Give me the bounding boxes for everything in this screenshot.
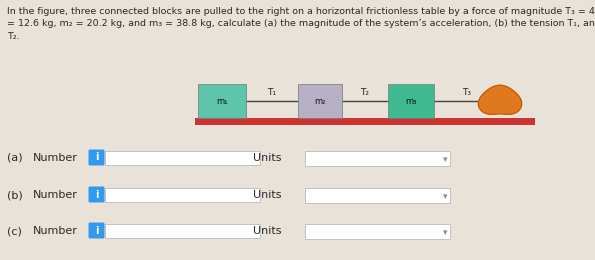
Text: m₂: m₂ [314, 96, 325, 106]
Text: Units: Units [253, 153, 281, 163]
Bar [198, 84, 246, 118]
Text: T₂: T₂ [361, 88, 369, 97]
Text: In the figure, three connected blocks are pulled to the right on a horizontal fr: In the figure, three connected blocks ar… [7, 7, 595, 16]
Text: ▾: ▾ [443, 192, 447, 201]
Bar [105, 151, 260, 165]
Text: i: i [95, 225, 98, 236]
Bar [305, 151, 450, 166]
Text: ▾: ▾ [443, 228, 447, 237]
Text: T₃: T₃ [462, 88, 471, 97]
FancyBboxPatch shape [89, 186, 105, 203]
FancyBboxPatch shape [89, 223, 105, 238]
Text: Number: Number [33, 226, 78, 236]
Bar [305, 188, 450, 203]
Bar [105, 188, 260, 202]
Text: i: i [95, 190, 98, 199]
Bar [195, 118, 535, 125]
Text: T₂.: T₂. [7, 32, 20, 41]
Text: (a): (a) [7, 153, 23, 163]
Polygon shape [478, 85, 522, 114]
Text: (c): (c) [7, 226, 22, 236]
Text: Units: Units [253, 226, 281, 236]
Text: = 12.6 kg, m₂ = 20.2 kg, and m₃ = 38.8 kg, calculate (a) the magnitude of the sy: = 12.6 kg, m₂ = 20.2 kg, and m₃ = 38.8 k… [7, 20, 595, 29]
FancyBboxPatch shape [89, 150, 105, 166]
Text: m₃: m₃ [405, 96, 416, 106]
Text: (b): (b) [7, 190, 23, 200]
Text: Units: Units [253, 190, 281, 200]
Text: i: i [95, 153, 98, 162]
Text: T₁: T₁ [268, 88, 277, 97]
Text: m₁: m₁ [216, 96, 228, 106]
Text: Number: Number [33, 190, 78, 200]
Text: ▾: ▾ [443, 155, 447, 164]
Bar [388, 84, 434, 118]
Bar [305, 224, 450, 239]
Text: Number: Number [33, 153, 78, 163]
Bar [298, 84, 342, 118]
Bar [105, 224, 260, 238]
